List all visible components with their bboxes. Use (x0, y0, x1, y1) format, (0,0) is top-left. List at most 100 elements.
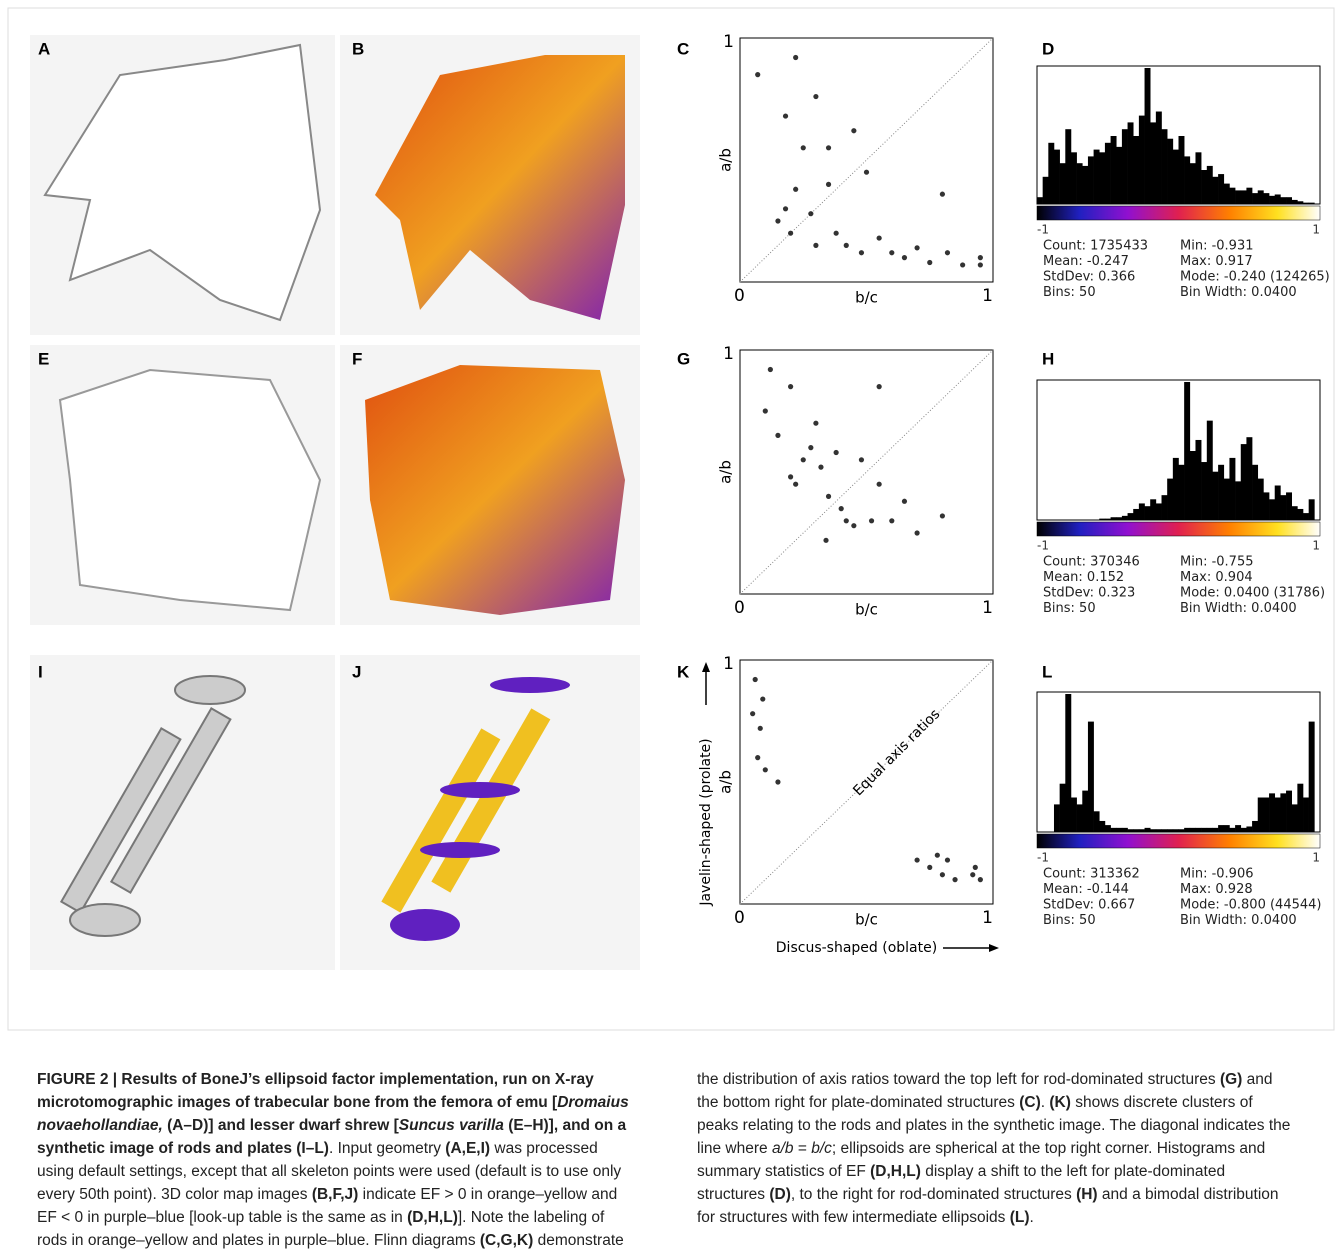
plot-frame (740, 350, 993, 594)
bar (1099, 519, 1105, 520)
bar (1122, 516, 1128, 520)
y-tick-label: 1 (723, 32, 734, 52)
point (834, 450, 839, 455)
x-tick-label: 1 (1312, 539, 1320, 553)
point (978, 262, 983, 267)
caption-text: (C) (1019, 1094, 1041, 1111)
bar (1280, 197, 1286, 204)
colorbar (1037, 834, 1320, 848)
y-tick-label: 1 (723, 344, 734, 364)
bar (1184, 382, 1190, 520)
bone-color (365, 365, 625, 615)
point (889, 250, 894, 255)
bar (1207, 828, 1213, 832)
point (859, 457, 864, 462)
bar (1269, 793, 1275, 832)
bar (1212, 828, 1218, 832)
bar (1111, 828, 1117, 832)
panel-label: A (38, 39, 50, 58)
point (826, 182, 831, 187)
bar (1099, 821, 1105, 832)
bar (1292, 200, 1298, 204)
bar (1235, 190, 1241, 204)
bar (1094, 150, 1100, 204)
bar (1048, 143, 1054, 204)
point (877, 235, 882, 240)
bar (1173, 829, 1179, 832)
bar (1303, 513, 1309, 520)
panel-label: C (677, 39, 689, 58)
panel-label: J (352, 662, 361, 681)
bar (1263, 798, 1269, 833)
point (940, 513, 945, 518)
bar (1275, 194, 1281, 204)
point (960, 262, 965, 267)
bar (1071, 152, 1077, 204)
panel-label: D (1042, 39, 1054, 58)
x-axis-label: b/c (855, 911, 878, 929)
stat: Bin Width: 0.0400 (1180, 913, 1297, 928)
point (902, 499, 907, 504)
y-axis-label: a/b (717, 148, 735, 172)
bar (1292, 506, 1298, 520)
bar (1269, 196, 1275, 204)
bar (1218, 174, 1224, 204)
bar (1105, 825, 1111, 832)
bar (1145, 828, 1151, 832)
bar (1241, 190, 1247, 204)
caption-text: , to the right for rod-dominated structu… (791, 1186, 1076, 1203)
point (844, 518, 849, 523)
diagonal (740, 38, 993, 282)
bar (1309, 722, 1315, 832)
bar (1224, 184, 1230, 204)
bar (1241, 828, 1247, 832)
panel-label: G (677, 349, 690, 368)
point (877, 482, 882, 487)
bar (1122, 828, 1128, 832)
bar (1269, 499, 1275, 520)
bar (1139, 829, 1145, 832)
point (859, 250, 864, 255)
bar (1201, 828, 1207, 832)
colorbar (1037, 522, 1320, 536)
bar (1179, 829, 1185, 832)
bar (1173, 458, 1179, 520)
x-tick-label: 1 (982, 908, 993, 928)
bar (1133, 136, 1139, 204)
point (750, 711, 755, 716)
panel-label: F (352, 349, 362, 368)
bar (1088, 722, 1094, 832)
x-tick-label: -1 (1037, 223, 1049, 237)
x-axis-label: b/c (855, 289, 878, 307)
panel-label: L (1042, 662, 1052, 681)
bar (1077, 804, 1083, 832)
caption-text: (D,H,L) (407, 1209, 458, 1226)
bar (1139, 503, 1145, 520)
stat: StdDev: 0.323 (1043, 586, 1135, 601)
bar (1099, 152, 1105, 204)
bar (1229, 828, 1235, 832)
x-tick-label: -1 (1037, 539, 1049, 553)
bar (1246, 437, 1252, 520)
bar (1258, 479, 1264, 520)
bar (1156, 829, 1162, 832)
bar (1286, 791, 1292, 832)
bar (1105, 143, 1111, 204)
bar (1128, 122, 1134, 204)
bar (1252, 821, 1258, 832)
point (755, 72, 760, 77)
point (902, 255, 907, 260)
stat: StdDev: 0.366 (1043, 270, 1135, 285)
stat: Mode: -0.240 (124265) (1180, 270, 1330, 285)
point (763, 408, 768, 413)
point (783, 113, 788, 118)
point (940, 192, 945, 197)
caption-text: . (1030, 1209, 1034, 1226)
bar (1218, 465, 1224, 520)
caption-text: (D,H,L) (870, 1163, 921, 1180)
bar (1235, 481, 1241, 520)
bar (1184, 156, 1190, 204)
point (978, 255, 983, 260)
bar (1128, 513, 1134, 520)
